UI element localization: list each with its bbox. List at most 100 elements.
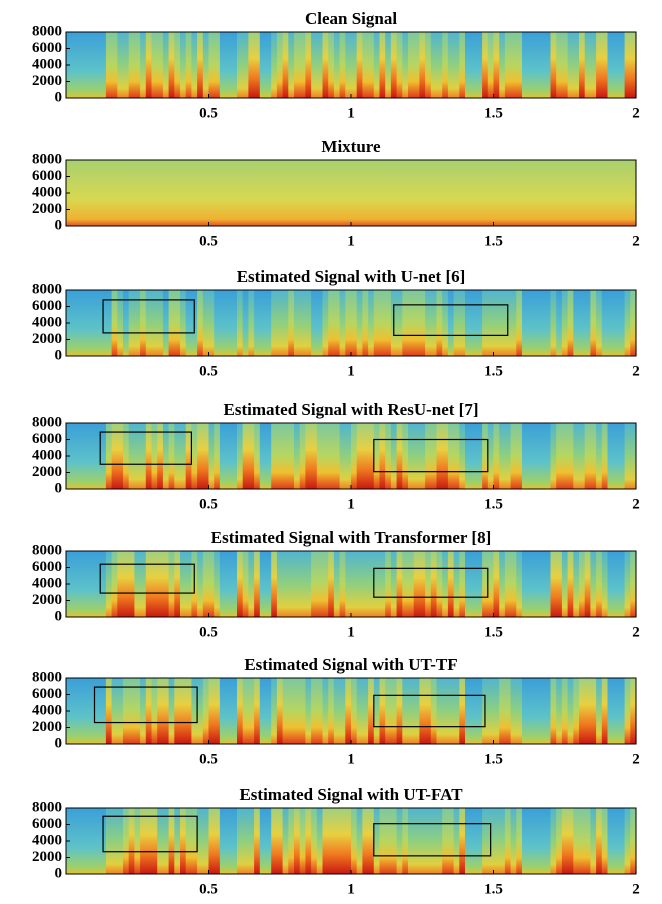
spectrogram-column [151,423,158,489]
spectrogram-column [607,678,614,744]
spectrogram-column [413,290,420,356]
x-tick-label: 0.5 [199,496,218,512]
spectrogram-column [590,290,597,356]
x-tick-label: 0.5 [199,624,218,640]
spectrogram-column [265,160,272,226]
spectrogram-column [436,423,443,489]
spectrogram-column [94,160,101,226]
spectrogram-column [596,160,603,226]
y-tick-label: 6000 [32,431,62,447]
spectrogram-column [83,160,90,226]
spectrogram-column [83,423,90,489]
spectrogram-column [385,32,392,98]
spectrogram-column [134,32,141,98]
spectrogram-column [442,808,449,874]
spectrogram-column [544,160,552,226]
y-tick-label: 6000 [32,40,62,56]
spectrogram-column [442,423,449,489]
spectrogram-column [214,160,221,226]
spectrogram-column [510,290,517,356]
spectrogram-column [596,808,603,874]
spectrogram-column [88,808,96,874]
spectrogram-column [94,290,101,356]
spectrogram-column [180,290,187,356]
spectrogram-column [465,551,472,617]
spectrogram-column [134,160,141,226]
spectrogram-column [71,423,78,489]
spectrogram-column [345,423,352,489]
spectrogram-column [105,678,113,744]
spectrogram-column [294,160,301,226]
spectrogram-column [202,32,210,98]
spectrogram-column [618,678,626,744]
spectrogram-column [88,423,96,489]
spectrogram-column [259,808,267,874]
spectrogram-column [527,160,534,226]
spectrogram-column [333,290,341,356]
spectrogram-column [533,678,540,744]
spectrogram-column [584,32,591,98]
spectrogram-column [157,423,164,489]
spectrogram-column [516,160,523,226]
y-tick-label: 8000 [32,23,62,39]
spectrogram-column [499,290,506,356]
spectrogram-column [607,32,614,98]
spectrogram-column [117,551,124,617]
spectrogram-column [248,423,255,489]
spectrogram-column [123,808,130,874]
spectrogram-column [476,808,483,874]
spectrogram-column [584,551,591,617]
spectrogram-column [140,32,147,98]
spectrogram-column [145,160,153,226]
highlight-box [393,304,509,336]
spectrogram-column [299,423,306,489]
spectrogram-column [630,32,637,98]
spectrogram-column [504,678,512,744]
spectrogram-column [447,423,455,489]
spectrogram-column [476,423,483,489]
spectrogram-column [339,290,346,356]
spectrogram-column [396,290,403,356]
spectrogram-column [362,808,369,874]
spectrogram-column [282,290,289,356]
y-tick-label: 0 [55,347,63,363]
spectrogram-column [402,160,409,226]
x-tick-label: 1.5 [484,105,503,121]
spectrogram-column [618,160,626,226]
spectrogram-column [248,160,255,226]
spectrogram-column [339,551,346,617]
spectrogram-column [237,551,244,617]
spectrogram-column [624,290,631,356]
spectrogram-column [430,678,438,744]
spectrogram-column [385,678,392,744]
spectrogram-column [111,32,118,98]
spectrogram-column [259,32,267,98]
spectrogram-column [459,32,466,98]
x-tick-label: 2 [632,233,640,249]
spectrogram-column [197,808,204,874]
spectrogram-column [105,551,113,617]
spectrogram-column [208,290,215,356]
y-tick-label: 8000 [32,799,62,815]
highlight-box [373,567,489,598]
spectrogram-column [202,290,210,356]
spectrogram-column [618,551,626,617]
spectrogram-column [459,423,466,489]
spectrogram-column [259,678,267,744]
spectrogram-column [123,551,130,617]
spectrogram-column [482,808,489,874]
spectrogram-column [504,551,512,617]
spectrogram-column [185,290,192,356]
spectrogram-column [157,808,164,874]
spectrogram-column [151,678,158,744]
spectrogram-column [368,32,375,98]
spectrogram-column [419,423,426,489]
spectrogram-column [117,423,124,489]
spectrogram-column [185,160,192,226]
spectrogram-column [453,551,460,617]
spectrogram-column [316,290,324,356]
spectrogram-column [470,290,477,356]
y-tick-label: 4000 [32,184,62,200]
spectrogram-column [242,808,249,874]
spectrogram-column [316,551,324,617]
